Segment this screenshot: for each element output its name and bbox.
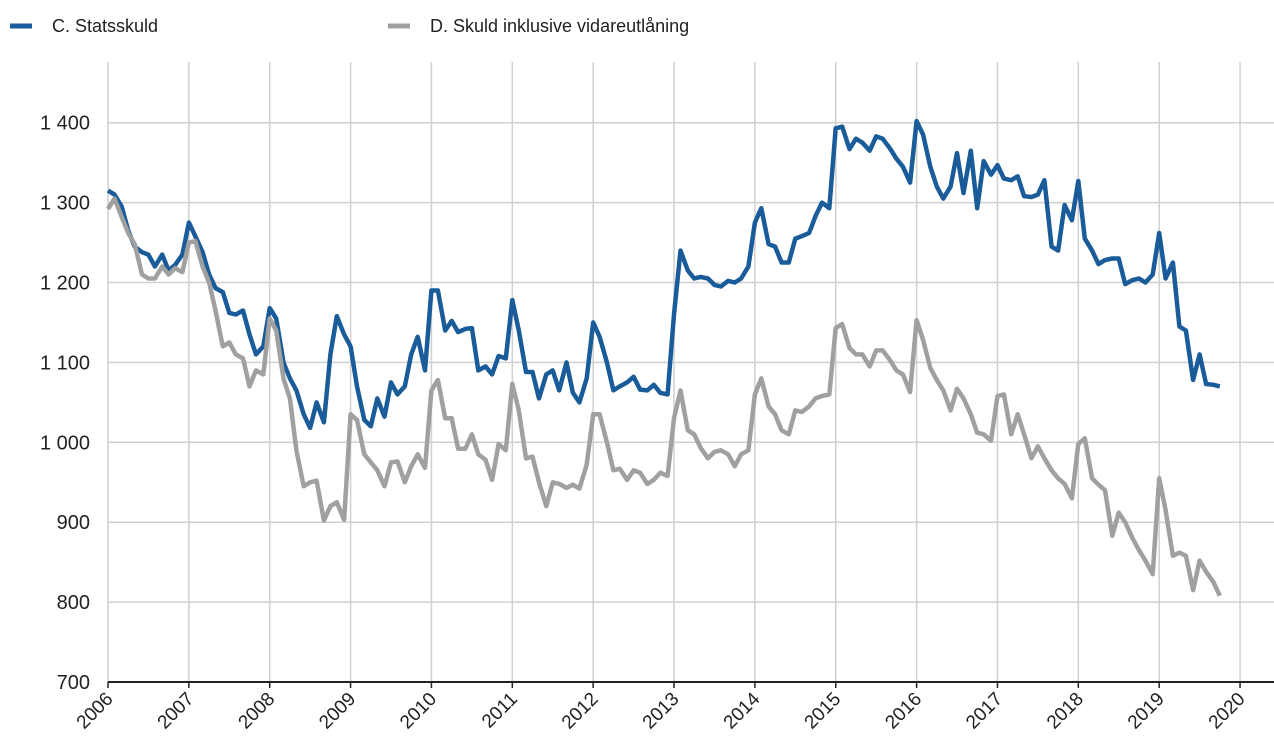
x-tick-label: 2013 (639, 689, 684, 734)
x-tick-label: 2020 (1205, 689, 1250, 734)
x-tick-label: 2009 (315, 689, 360, 734)
x-tick-label: 2011 (478, 689, 522, 733)
x-tick-label: 2018 (1043, 689, 1088, 734)
legend-label: C. Statsskuld (52, 16, 158, 36)
x-tick-label: 2012 (558, 689, 603, 734)
legend-label: D. Skuld inklusive vidareutlåning (430, 16, 689, 36)
y-tick-label: 1 200 (40, 273, 90, 295)
series-line (106, 196, 1222, 597)
x-tick-label: 2010 (396, 689, 441, 734)
y-tick-label: 1 000 (40, 432, 90, 454)
x-tick-label: 2007 (154, 689, 199, 734)
y-tick-label: 1 300 (40, 193, 90, 215)
x-tick-label: 2014 (720, 688, 765, 733)
x-tick-label: 2008 (235, 689, 280, 734)
y-tick-label: 700 (57, 672, 90, 694)
x-tick-label: 2019 (1124, 689, 1169, 734)
x-tick-label: 2016 (881, 689, 926, 734)
y-tick-label: 900 (57, 512, 90, 534)
x-tick-label: 2015 (801, 689, 846, 734)
x-tick-label: 2006 (73, 689, 118, 734)
y-tick-label: 1 100 (40, 352, 90, 374)
series-line (106, 118, 1221, 431)
x-tick-label: 2017 (962, 689, 1007, 734)
y-tick-label: 800 (57, 592, 90, 614)
y-tick-label: 1 400 (40, 113, 90, 135)
